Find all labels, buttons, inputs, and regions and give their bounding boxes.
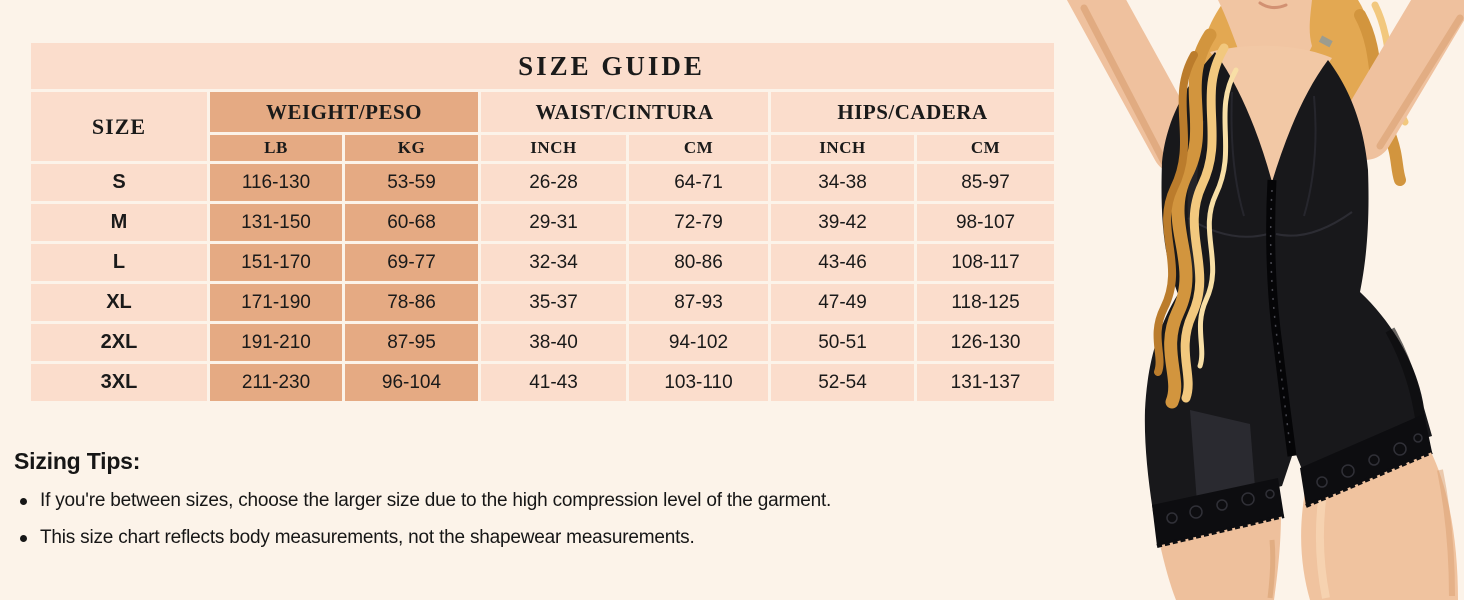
waist-cm-cell: 94-102 [629, 324, 768, 361]
tip-text: If you're between sizes, choose the larg… [40, 490, 832, 511]
hips-inch-cell: 39-42 [771, 204, 914, 241]
weight-kg-cell: 60-68 [345, 204, 478, 241]
subheader-weight-kg: KG [345, 135, 478, 161]
tip-text: This size chart reflects body measuremen… [40, 527, 695, 548]
waist-cm-cell: 87-93 [629, 284, 768, 321]
hips-inch-cell: 50-51 [771, 324, 914, 361]
column-group-hips: HIPS/CADERA [771, 92, 1055, 132]
weight-kg-cell: 96-104 [345, 364, 478, 401]
weight-kg-cell: 87-95 [345, 324, 478, 361]
list-item: If you're between sizes, choose the larg… [14, 490, 1014, 512]
weight-lb-cell: 131-150 [210, 204, 342, 241]
column-group-weight: WEIGHT/PESO [210, 92, 478, 132]
bullet-icon [20, 534, 27, 542]
weight-lb-cell: 191-210 [210, 324, 342, 361]
weight-kg-cell: 53-59 [345, 164, 478, 201]
waist-cm-cell: 103-110 [629, 364, 768, 401]
hips-cm-cell: 131-137 [917, 364, 1055, 401]
hips-cm-cell: 108-117 [917, 244, 1055, 281]
table-row-l: L 151-170 69-77 32-34 80-86 43-46 108-11… [31, 244, 1055, 281]
subheader-hips-cm: CM [917, 135, 1055, 161]
weight-lb-cell: 116-130 [210, 164, 342, 201]
table-row-m: M 131-150 60-68 29-31 72-79 39-42 98-107 [31, 204, 1055, 241]
size-label: XL [31, 284, 207, 321]
weight-kg-cell: 78-86 [345, 284, 478, 321]
subheader-waist-cm: CM [629, 135, 768, 161]
waist-cm-cell: 72-79 [629, 204, 768, 241]
neck-and-chest [1210, 0, 1332, 186]
size-label: 2XL [31, 324, 207, 361]
subheader-weight-lb: LB [210, 135, 342, 161]
column-header-size: SIZE [31, 92, 207, 161]
hair-left-cascade [1153, 28, 1239, 409]
model-photo [1060, 0, 1464, 600]
hips-inch-cell: 43-46 [771, 244, 914, 281]
hips-cm-cell: 126-130 [917, 324, 1055, 361]
table-row-3xl: 3XL 211-230 96-104 41-43 103-110 52-54 1… [31, 364, 1055, 401]
sizing-tips-heading: Sizing Tips: [14, 448, 141, 474]
weight-lb-cell: 171-190 [210, 284, 342, 321]
page-title: SIZE GUIDE [518, 50, 705, 81]
hips-inch-cell: 52-54 [771, 364, 914, 401]
table-row-s: S 116-130 53-59 26-28 64-71 34-38 85-97 [31, 164, 1055, 201]
waist-cm-cell: 80-86 [629, 244, 768, 281]
size-guide-title-band: SIZE GUIDE [31, 43, 1055, 89]
size-label: 3XL [31, 364, 207, 401]
waist-inch-cell: 32-34 [481, 244, 626, 281]
waist-inch-cell: 35-37 [481, 284, 626, 321]
subheader-waist-inch: INCH [481, 135, 626, 161]
hips-cm-cell: 85-97 [917, 164, 1055, 201]
size-label: L [31, 244, 207, 281]
hips-cm-cell: 118-125 [917, 284, 1055, 321]
waist-cm-cell: 64-71 [629, 164, 768, 201]
weight-lb-cell: 211-230 [210, 364, 342, 401]
weight-lb-cell: 151-170 [210, 244, 342, 281]
hips-inch-cell: 47-49 [771, 284, 914, 321]
size-guide-table: SIZE GUIDE SIZE WEIGHT/PESO WAIST/CINTUR… [28, 40, 1057, 404]
size-label: M [31, 204, 207, 241]
table-row-2xl: 2XL 191-210 87-95 38-40 94-102 50-51 126… [31, 324, 1055, 361]
waist-inch-cell: 26-28 [481, 164, 626, 201]
size-label: S [31, 164, 207, 201]
subheader-hips-inch: INCH [771, 135, 914, 161]
bullet-icon [20, 497, 27, 505]
weight-kg-cell: 69-77 [345, 244, 478, 281]
hips-inch-cell: 34-38 [771, 164, 914, 201]
table-row-xl: XL 171-190 78-86 35-37 87-93 47-49 118-1… [31, 284, 1055, 321]
waist-inch-cell: 41-43 [481, 364, 626, 401]
sizing-tips-section: Sizing Tips: If you're between sizes, ch… [14, 448, 1014, 564]
waist-inch-cell: 38-40 [481, 324, 626, 361]
list-item: This size chart reflects body measuremen… [14, 527, 1014, 549]
column-group-waist: WAIST/CINTURA [481, 92, 768, 132]
hips-cm-cell: 98-107 [917, 204, 1055, 241]
waist-inch-cell: 29-31 [481, 204, 626, 241]
strap-clasp [1318, 35, 1333, 48]
arms [1067, 0, 1464, 174]
lace-trim [1152, 414, 1433, 548]
